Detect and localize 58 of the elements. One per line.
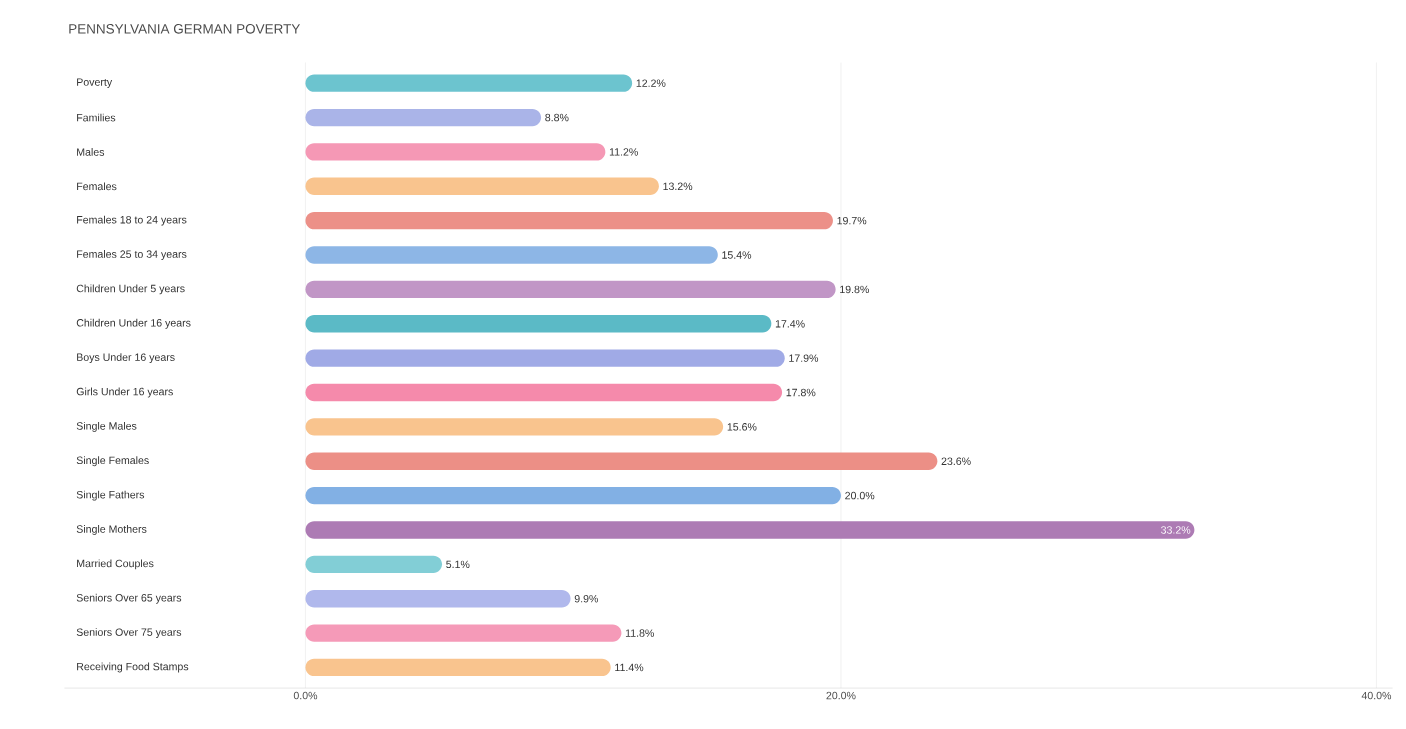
y-tick-label: Married Couples bbox=[77, 559, 154, 570]
bar bbox=[305, 658, 611, 676]
bar bbox=[305, 589, 571, 608]
bar bbox=[305, 521, 1195, 539]
y-tick-label: Single Males bbox=[76, 421, 137, 432]
y-tick-label: Children Under 5 years bbox=[76, 284, 185, 295]
chart-title: PENNSYLVANIA GERMAN POVERTY bbox=[69, 23, 301, 34]
data-label: 19.7% bbox=[837, 216, 867, 225]
x-tick-label: 40.0% bbox=[1361, 691, 1392, 700]
bar bbox=[305, 143, 606, 161]
y-tick-label: Seniors Over 65 years bbox=[76, 593, 182, 604]
data-label: 15.6% bbox=[727, 422, 757, 431]
data-label: 12.2% bbox=[636, 79, 666, 87]
y-tick-label: Females bbox=[77, 182, 117, 190]
data-label: 9.9% bbox=[574, 594, 599, 603]
y-tick-label: Receiving Food Stamps bbox=[77, 662, 189, 673]
x-tick-label: 0.0% bbox=[293, 691, 318, 700]
bar bbox=[305, 486, 841, 505]
bar bbox=[305, 417, 724, 436]
data-label: 15.4% bbox=[722, 251, 752, 259]
y-tick-label: Seniors Over 75 years bbox=[76, 627, 182, 638]
y-tick-label: Girls Under 16 years bbox=[76, 387, 173, 398]
y-tick-label: Poverty bbox=[77, 78, 113, 88]
data-label: 17.8% bbox=[786, 388, 816, 397]
data-label: 11.8% bbox=[625, 629, 654, 637]
y-tick-label: Single Fathers bbox=[76, 490, 145, 501]
data-label: 17.4% bbox=[775, 319, 805, 328]
data-label: 20.0% bbox=[845, 491, 875, 500]
bar bbox=[305, 624, 622, 642]
data-label: 17.9% bbox=[789, 354, 819, 362]
data-label: 11.4% bbox=[615, 663, 644, 671]
y-tick-label: Boys Under 16 years bbox=[77, 352, 175, 363]
bar bbox=[305, 74, 633, 92]
y-tick-label: Single Mothers bbox=[76, 524, 147, 535]
bar bbox=[305, 211, 833, 230]
data-label: 33.2% bbox=[1161, 526, 1191, 534]
y-tick-label: Children Under 16 years bbox=[76, 318, 191, 329]
bar bbox=[305, 108, 542, 126]
y-tick-label: Females 25 to 34 years bbox=[77, 249, 187, 260]
data-label: 23.6% bbox=[941, 457, 971, 465]
data-label: 11.2% bbox=[609, 147, 638, 156]
bar bbox=[305, 555, 443, 573]
y-tick-label: Males bbox=[77, 147, 105, 156]
bar bbox=[305, 177, 659, 195]
bar bbox=[305, 280, 836, 298]
bar bbox=[305, 383, 783, 401]
bar bbox=[305, 314, 772, 333]
y-tick-label: Single Females bbox=[76, 456, 149, 466]
bar bbox=[305, 452, 938, 470]
data-label: 13.2% bbox=[663, 182, 693, 190]
bar bbox=[305, 349, 785, 367]
data-label: 5.1% bbox=[446, 560, 470, 568]
y-tick-label: Families bbox=[77, 113, 116, 122]
data-label: 19.8% bbox=[840, 285, 869, 293]
bar bbox=[305, 246, 718, 264]
data-label: 8.8% bbox=[545, 113, 569, 122]
y-tick-label: Females 18 to 24 years bbox=[77, 215, 187, 226]
x-tick-label: 20.0% bbox=[826, 691, 856, 700]
